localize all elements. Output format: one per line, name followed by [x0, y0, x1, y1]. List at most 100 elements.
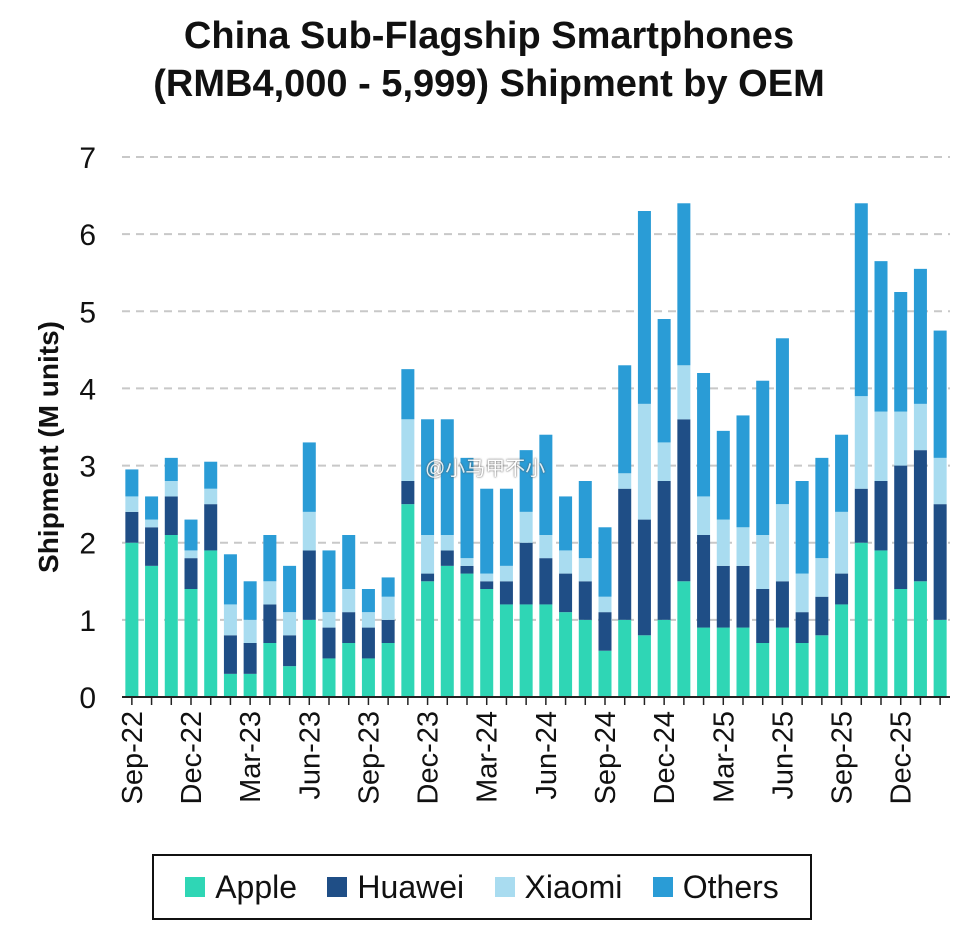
y-tick-label-0: 0	[79, 682, 96, 715]
x-tick-label-Jun-23: Jun-23	[294, 711, 326, 800]
bar-xiaomi-Jan-26	[913, 403, 927, 451]
bar-others-Dec-23	[421, 419, 435, 535]
bar-xiaomi-Nov-24	[637, 403, 651, 520]
bar-huawei-Jul-24	[559, 573, 573, 613]
bar-huawei-May-24	[519, 542, 533, 605]
y-tick-label-7: 7	[79, 142, 96, 175]
bar-huawei-Jun-24	[539, 558, 553, 605]
bar-xiaomi-Feb-24	[460, 558, 474, 566]
bar-huawei-Mar-25	[716, 565, 730, 628]
bar-others-Apr-25	[736, 415, 750, 528]
bar-huawei-Sep-25	[835, 573, 849, 605]
bar-xiaomi-Jan-24	[440, 535, 454, 551]
bar-others-Sep-24	[598, 527, 612, 597]
bar-xiaomi-Mar-24	[480, 573, 494, 582]
bar-others-Apr-24	[499, 488, 513, 566]
y-axis-label: Shipment (M units)	[33, 321, 64, 573]
bar-others-May-24	[519, 450, 533, 512]
bar-xiaomi-Sep-23	[361, 612, 375, 628]
bar-huawei-Feb-24	[460, 565, 474, 574]
bar-huawei-Jan-23	[204, 504, 218, 551]
bar-huawei-Jun-25	[775, 581, 789, 628]
x-tick-label-Sep-22: Sep-22	[117, 711, 149, 805]
bar-others-Aug-25	[815, 457, 829, 559]
bar-apple-Oct-24	[618, 619, 632, 697]
bar-others-Nov-25	[874, 261, 888, 412]
bar-huawei-Apr-23	[263, 604, 277, 643]
legend-label-apple: Apple	[215, 868, 298, 905]
bar-apple-Feb-25	[697, 627, 711, 697]
bar-huawei-Jul-25	[795, 612, 809, 643]
bar-apple-Aug-25	[815, 635, 829, 697]
bar-apple-Sep-22	[125, 542, 139, 697]
bar-xiaomi-Jul-24	[559, 550, 573, 574]
bar-apple-Aug-23	[342, 643, 356, 697]
bar-xiaomi-Jan-25	[677, 365, 691, 420]
bar-others-May-23	[283, 565, 297, 613]
bar-xiaomi-Oct-25	[854, 396, 868, 489]
bar-huawei-Oct-22	[145, 527, 159, 566]
bar-apple-Dec-24	[657, 619, 671, 697]
bar-apple-Sep-24	[598, 650, 612, 697]
bar-xiaomi-Jun-23	[302, 511, 316, 551]
chart-subtitle: (RMB4,000 - 5,999) Shipment by OEM	[153, 63, 825, 105]
bar-others-Jun-23	[302, 442, 316, 512]
x-tick-label-Jun-25: Jun-25	[767, 711, 799, 800]
bar-others-Feb-25	[697, 373, 711, 497]
bar-apple-Dec-25	[894, 589, 908, 697]
x-tick-label-Mar-24: Mar-24	[472, 711, 504, 803]
bar-xiaomi-Sep-25	[835, 511, 849, 574]
bar-xiaomi-Mar-23	[243, 619, 257, 643]
bar-others-Nov-22	[164, 457, 178, 481]
bar-huawei-Aug-23	[342, 612, 356, 643]
watermark: @小马甲不小	[425, 458, 546, 480]
x-tick-label-Dec-23: Dec-23	[413, 711, 445, 805]
bar-huawei-Mar-23	[243, 643, 257, 674]
bar-huawei-Jul-23	[322, 627, 336, 659]
bar-huawei-May-23	[283, 635, 297, 667]
bar-huawei-Nov-22	[164, 496, 178, 535]
y-tick-label-4: 4	[79, 373, 96, 406]
bar-apple-May-23	[283, 666, 297, 697]
legend: Apple Huawei Xiaomi Others	[152, 854, 812, 920]
bar-xiaomi-Jun-24	[539, 535, 553, 559]
bar-xiaomi-Dec-22	[184, 550, 198, 559]
bar-huawei-Dec-22	[184, 558, 198, 589]
bar-apple-Apr-25	[736, 627, 750, 697]
bar-apple-May-25	[756, 643, 770, 697]
x-tick-label-Sep-25: Sep-25	[827, 711, 859, 805]
y-tick-label-2: 2	[79, 528, 96, 561]
bar-huawei-Sep-23	[361, 627, 375, 659]
bar-others-Sep-25	[835, 434, 849, 512]
bar-apple-Dec-22	[184, 589, 198, 697]
bar-xiaomi-Dec-25	[894, 411, 908, 466]
bar-apple-Apr-23	[263, 643, 277, 697]
bar-apple-Sep-23	[361, 658, 375, 697]
legend-item-others: Others	[652, 869, 779, 906]
bar-others-May-25	[756, 380, 770, 535]
bar-apple-Mar-24	[480, 589, 494, 697]
bar-apple-Feb-23	[223, 673, 237, 697]
x-tick-label-Dec-25: Dec-25	[886, 711, 918, 805]
bar-xiaomi-Oct-23	[381, 596, 395, 620]
bar-xiaomi-Nov-22	[164, 481, 178, 497]
bar-others-Dec-22	[184, 519, 198, 551]
bar-others-Mar-23	[243, 581, 257, 620]
legend-item-huawei: Huawei	[327, 869, 464, 906]
bar-apple-Feb-26	[933, 619, 947, 697]
bar-apple-Jun-23	[302, 619, 316, 697]
bar-apple-Sep-25	[835, 604, 849, 697]
y-tick-label-1: 1	[79, 605, 96, 638]
chart-title-block: China Sub-Flagship Smartphones (RMB4,000…	[0, 12, 978, 108]
bar-others-Dec-24	[657, 319, 671, 443]
bar-xiaomi-Jun-25	[775, 504, 789, 582]
bar-others-Jun-25	[775, 338, 789, 505]
bar-huawei-Nov-23	[401, 481, 415, 505]
bar-others-Jul-24	[559, 496, 573, 551]
bar-huawei-Feb-26	[933, 504, 947, 620]
bar-huawei-Aug-25	[815, 596, 829, 636]
bar-others-Jan-24	[440, 419, 454, 535]
legend-item-apple: Apple	[185, 869, 297, 906]
bar-others-Jul-25	[795, 481, 809, 574]
